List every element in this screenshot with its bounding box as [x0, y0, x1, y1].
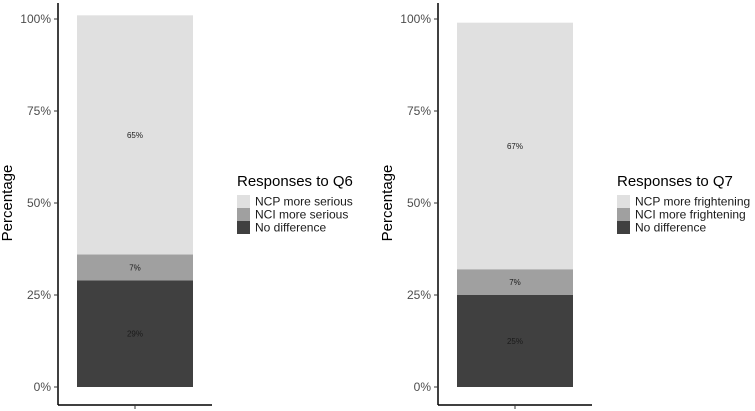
chart-panel-q7: 25% 7% 67% 0% 25% 50% 75% 100% Percentage Respons… [379, 3, 750, 409]
legend-label: NCP more serious [255, 195, 353, 209]
y-tick-label: 50% [27, 196, 51, 210]
legend-swatch [617, 221, 630, 234]
legend-swatch [237, 221, 250, 234]
data-label: 65% [127, 131, 143, 140]
y-axis-title: Percentage [379, 165, 396, 242]
chart-panel-q6: 29% 7% 65% 0% 25% 50% 75% 100% Percentage Respons… [0, 3, 353, 409]
data-label: 67% [507, 142, 523, 151]
y-tick-label: 50% [407, 196, 431, 210]
legend-swatch [237, 208, 250, 221]
legend-label: No difference [635, 221, 706, 235]
bar-segment-no-difference [457, 295, 573, 387]
y-tick-label: 100% [20, 12, 51, 26]
legend-label: No difference [255, 221, 326, 235]
y-tick-label: 75% [407, 104, 431, 118]
data-label: 7% [129, 263, 141, 272]
y-axis-title: Percentage [0, 165, 16, 242]
y-tick-label: 25% [27, 288, 51, 302]
legend-swatch [237, 195, 250, 208]
y-tick-label: 25% [407, 288, 431, 302]
y-tick-label: 0% [414, 380, 432, 394]
bar-segment-ncp-more-frightening [457, 22, 573, 270]
legend-swatch [617, 208, 630, 221]
y-tick-label: 75% [27, 104, 51, 118]
y-tick-label: 100% [400, 12, 431, 26]
legend-title: Responses to Q7 [617, 173, 733, 190]
data-label: 29% [127, 330, 143, 339]
data-label: 7% [509, 278, 521, 287]
bar-segment-no-difference [77, 280, 193, 387]
legend-title: Responses to Q6 [237, 173, 353, 190]
legend-label: NCI more frightening [635, 208, 746, 222]
bar-segment-nci-more-serious [77, 254, 193, 281]
data-label: 25% [507, 337, 523, 346]
bar-segment-ncp-more-serious [77, 15, 193, 255]
legend-swatch [617, 195, 630, 208]
y-tick-label: 0% [34, 380, 52, 394]
legend-label: NCP more frightening [635, 195, 750, 209]
bar-segment-nci-more-frightening [457, 269, 573, 295]
legend-label: NCI more serious [255, 208, 348, 222]
